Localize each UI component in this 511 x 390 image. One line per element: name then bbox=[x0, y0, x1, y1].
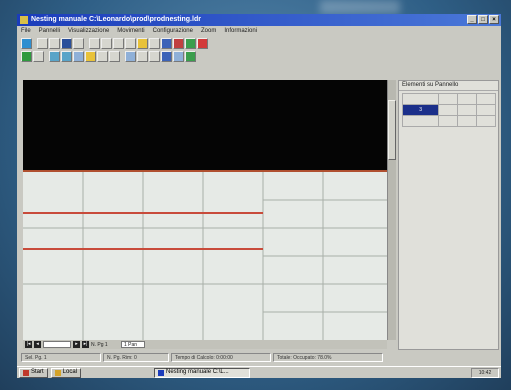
nesting-app-icon bbox=[158, 369, 165, 376]
undo-icon[interactable] bbox=[125, 38, 136, 49]
table-row bbox=[401, 93, 496, 105]
zoom-out-icon[interactable] bbox=[109, 51, 120, 62]
table-cell[interactable] bbox=[401, 115, 440, 127]
status-remaining-pages: N. Pg. Rim: 0 bbox=[103, 353, 169, 362]
minimize-button[interactable]: _ bbox=[467, 15, 477, 24]
next-page-button[interactable]: ▸ bbox=[73, 341, 80, 348]
menu-bar: File Pannelli Visualizzazione Movimenti … bbox=[17, 26, 501, 36]
cut-icon[interactable] bbox=[89, 38, 100, 49]
paste-icon[interactable] bbox=[113, 38, 124, 49]
rotate-icon[interactable] bbox=[61, 51, 72, 62]
new-icon[interactable] bbox=[37, 38, 48, 49]
vertical-scrollbar[interactable] bbox=[387, 80, 396, 340]
table-cell[interactable] bbox=[476, 115, 496, 127]
highlight-icon[interactable] bbox=[85, 51, 96, 62]
layout-icon[interactable] bbox=[137, 51, 148, 62]
list-icon[interactable] bbox=[149, 51, 160, 62]
print-icon[interactable] bbox=[73, 38, 84, 49]
cut-line-2 bbox=[23, 248, 263, 250]
table-cell[interactable] bbox=[476, 104, 496, 116]
panel-grid-lines bbox=[23, 172, 387, 340]
app-icon bbox=[20, 16, 28, 24]
status-occupancy: Totale: Occupato: 78.0% bbox=[273, 353, 383, 362]
copy-icon[interactable] bbox=[101, 38, 112, 49]
window-controls: _ □ × bbox=[467, 15, 499, 25]
table-header-cell bbox=[457, 93, 478, 105]
settings-icon[interactable] bbox=[185, 51, 196, 62]
panel-preview-area[interactable] bbox=[23, 80, 387, 172]
title-bar: Nesting manuale C:\Leonardo\prod\prodnes… bbox=[17, 14, 501, 26]
panel-icon[interactable] bbox=[161, 38, 172, 49]
table-cell[interactable] bbox=[438, 104, 459, 116]
table-cell[interactable] bbox=[438, 115, 459, 127]
menu-file[interactable]: File bbox=[21, 28, 31, 34]
tool-icon-2[interactable] bbox=[197, 38, 208, 49]
table-header-cell bbox=[401, 93, 440, 105]
zoom-in-icon[interactable] bbox=[97, 51, 108, 62]
status-bar: Sel. Pg. 1 N. Pg. Rim: 0 Tempo di Calcol… bbox=[17, 353, 501, 364]
menu-configurazione[interactable]: Configurazione bbox=[152, 28, 193, 34]
delete-icon[interactable] bbox=[173, 38, 184, 49]
green-tool-icon[interactable] bbox=[21, 51, 32, 62]
local-label: Local bbox=[62, 369, 78, 375]
elements-table: 3 bbox=[401, 93, 496, 127]
taskbar-item-nesting[interactable]: Nesting manuale C:\L... bbox=[154, 367, 251, 378]
table-row[interactable] bbox=[401, 115, 496, 127]
nest-icon[interactable] bbox=[161, 51, 172, 62]
horizontal-scrollbar[interactable]: |◂ ◂ ▸ ▸| N. Pg 1 1 Pan bbox=[23, 340, 387, 349]
table-cell[interactable] bbox=[457, 115, 478, 127]
tool-icon-1[interactable] bbox=[185, 38, 196, 49]
elements-panel-title: Elementi su Pannello bbox=[399, 81, 498, 91]
taskbar: Start Local Nesting manuale C:\L... 10:4… bbox=[17, 366, 501, 378]
cut-line-1 bbox=[23, 212, 263, 214]
system-clock: 10:42 bbox=[471, 368, 499, 378]
status-selected-page: Sel. Pg. 1 bbox=[21, 353, 101, 362]
last-page-button[interactable]: ▸| bbox=[82, 341, 89, 348]
export-icon[interactable] bbox=[173, 51, 184, 62]
table-header-cell bbox=[476, 93, 496, 105]
first-page-button[interactable]: |◂ bbox=[25, 341, 32, 348]
nesting-panel-grid[interactable] bbox=[23, 172, 387, 340]
local-button[interactable]: Local bbox=[50, 367, 82, 378]
move-icon[interactable] bbox=[49, 51, 60, 62]
menu-informazioni[interactable]: Informazioni bbox=[224, 28, 258, 34]
toolbar-button-1[interactable] bbox=[21, 38, 32, 49]
panel-count-field[interactable]: 1 Pan bbox=[121, 341, 145, 348]
selected-cell[interactable]: 3 bbox=[401, 104, 440, 116]
mirror-icon[interactable] bbox=[73, 51, 84, 62]
prev-page-button[interactable]: ◂ bbox=[34, 341, 41, 348]
table-icon[interactable] bbox=[125, 51, 136, 62]
start-button[interactable]: Start bbox=[19, 367, 48, 378]
folder-icon[interactable] bbox=[137, 38, 148, 49]
status-calc-time: Tempo di Calcolo: 0:00:00 bbox=[171, 353, 271, 362]
page-count-label: N. Pg 1 bbox=[91, 341, 108, 348]
grid-icon[interactable] bbox=[149, 38, 160, 49]
scroll-thumb[interactable] bbox=[388, 100, 396, 160]
local-icon bbox=[54, 369, 61, 376]
toolbar-row-1 bbox=[21, 38, 208, 50]
taskbar-item-label: Nesting manuale C:\L... bbox=[166, 369, 229, 375]
windows-logo-icon bbox=[23, 369, 29, 376]
elements-panel: Elementi su Pannello 3 bbox=[398, 80, 499, 350]
page-input[interactable] bbox=[43, 341, 71, 348]
save-icon[interactable] bbox=[61, 38, 72, 49]
window-title: Nesting manuale C:\Leonardo\prod\prodnes… bbox=[31, 16, 201, 23]
menu-zoom[interactable]: Zoom bbox=[200, 28, 217, 34]
toolbar-row-2 bbox=[21, 51, 196, 63]
open-icon[interactable] bbox=[49, 38, 60, 49]
start-label: Start bbox=[31, 369, 44, 375]
close-button[interactable]: × bbox=[489, 15, 499, 24]
application-screen: Nesting manuale C:\Leonardo\prod\prodnes… bbox=[17, 14, 501, 378]
table-cell[interactable] bbox=[457, 104, 478, 116]
maximize-button[interactable]: □ bbox=[478, 15, 488, 24]
menu-visualizzazione[interactable]: Visualizzazione bbox=[68, 28, 110, 34]
menu-movimenti[interactable]: Movimenti bbox=[117, 28, 145, 34]
pointer-icon[interactable] bbox=[33, 51, 44, 62]
menu-pannelli[interactable]: Pannelli bbox=[38, 28, 61, 34]
screen-glare bbox=[320, 0, 400, 14]
table-row[interactable]: 3 bbox=[401, 104, 496, 116]
table-header-cell bbox=[438, 93, 459, 105]
